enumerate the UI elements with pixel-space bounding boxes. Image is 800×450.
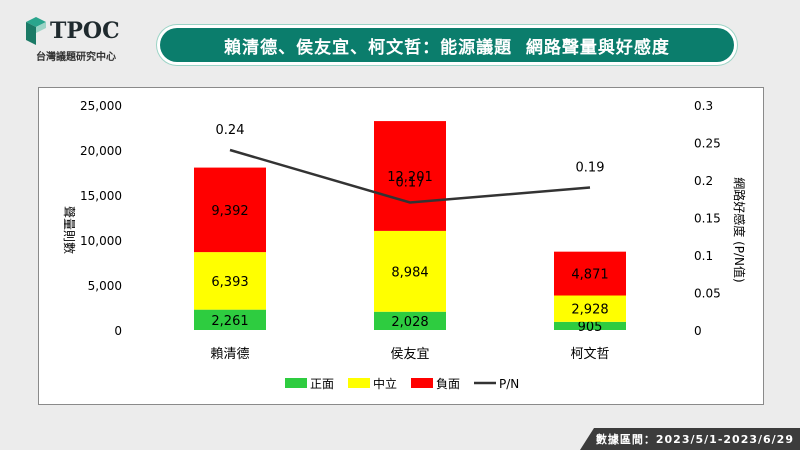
bar-segment xyxy=(554,321,626,330)
y2-tick-label: 0.25 xyxy=(694,137,721,151)
y2-tick-label: 0.05 xyxy=(694,287,721,301)
pn-data-label: 0.17 xyxy=(396,176,425,191)
date-range-footer: 數據區間：2023/5/1-2023/6/29 xyxy=(580,428,800,450)
bar-data-label: 12,201 xyxy=(387,170,433,185)
y-tick-label: 5,000 xyxy=(88,279,122,293)
legend-swatch xyxy=(348,378,370,388)
pn-data-label: 0.19 xyxy=(576,161,605,176)
y-tick-label: 15,000 xyxy=(80,189,122,203)
bar-data-label: 4,871 xyxy=(571,268,608,283)
y-axis-title: 聲量則數 xyxy=(62,206,77,254)
legend-swatch xyxy=(285,378,307,388)
tpoc-logo: TPOC 台灣議題研究中心 xyxy=(14,16,134,66)
bar-segment xyxy=(374,311,446,330)
y2-tick-label: 0 xyxy=(694,324,702,338)
y-tick-label: 25,000 xyxy=(80,99,122,113)
legend-label: P/N xyxy=(499,377,519,391)
pn-data-label: 0.24 xyxy=(216,123,245,138)
page-title: 賴清德、侯友宜、柯文哲：能源議題 網路聲量與好感度 xyxy=(160,28,734,62)
y2-axis-title: 網路好感度 (P/N值) xyxy=(732,177,747,282)
legend-label: 負面 xyxy=(436,377,460,391)
x-category-label: 賴清德 xyxy=(210,347,249,362)
x-category-label: 柯文哲 xyxy=(570,347,609,362)
bar-data-label: 6,393 xyxy=(211,275,248,290)
bar-data-label: 8,984 xyxy=(391,265,428,280)
y2-tick-label: 0.15 xyxy=(694,212,721,226)
logo-subtitle: 台灣議題研究中心 xyxy=(36,52,116,63)
bar-segment xyxy=(554,251,626,296)
bar-segment xyxy=(554,295,626,322)
y2-tick-label: 0.1 xyxy=(694,249,713,263)
bar-data-label: 2,928 xyxy=(571,303,608,318)
y2-tick-label: 0.3 xyxy=(694,99,713,113)
logo-brand: TPOC xyxy=(50,18,120,44)
y2-tick-label: 0.2 xyxy=(694,174,713,188)
stacked-bar-chart: 聲量則數 網路好感度 (P/N值) 0 5,000 10,000 15,000 20,0… xyxy=(62,99,747,391)
y-tick-label: 10,000 xyxy=(80,234,122,248)
bar-data-label: 905 xyxy=(578,320,603,335)
bar-segment xyxy=(194,252,266,310)
legend-label: 正面 xyxy=(310,377,334,391)
bar-data-label: 9,392 xyxy=(211,204,248,219)
bar-segment xyxy=(374,230,446,312)
chart-panel: 聲量則數 網路好感度 (P/N值) 0 5,000 10,000 15,000 20,0… xyxy=(38,87,764,405)
bar-segment xyxy=(194,309,266,330)
x-category-label: 侯友宜 xyxy=(390,346,429,362)
bar-segment xyxy=(194,167,266,253)
legend-label: 中立 xyxy=(373,376,397,391)
y-tick-label: 0 xyxy=(114,324,122,338)
pn-series-line xyxy=(229,148,591,204)
bar-data-label: 2,261 xyxy=(211,314,248,329)
bar-data-label: 2,028 xyxy=(391,315,428,330)
bar-segment xyxy=(374,121,446,231)
legend-swatch xyxy=(411,378,433,388)
tpoc-cube-icon xyxy=(26,17,46,45)
y-tick-label: 20,000 xyxy=(80,144,122,158)
